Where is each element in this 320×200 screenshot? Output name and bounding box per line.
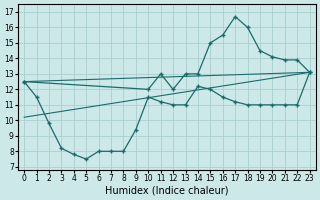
X-axis label: Humidex (Indice chaleur): Humidex (Indice chaleur) xyxy=(105,186,229,196)
